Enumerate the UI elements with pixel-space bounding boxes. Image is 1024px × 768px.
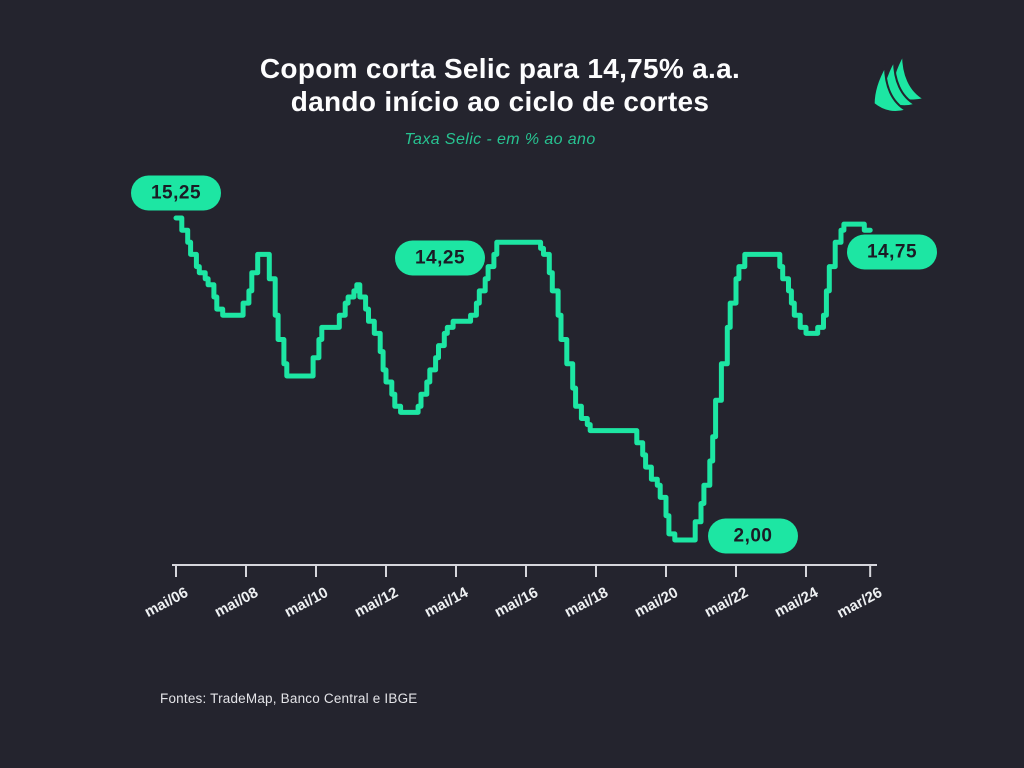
annotation-current-rate: 14,75 bbox=[847, 234, 937, 270]
source-note: Fontes: TradeMap, Banco Central e IBGE bbox=[160, 691, 418, 706]
chart-header: Copom corta Selic para 14,75% a.a. dando … bbox=[0, 52, 1000, 149]
trademap-logo bbox=[872, 53, 926, 113]
selic-rate-line bbox=[173, 215, 873, 543]
annotation-2015-peak-rate: 14,25 bbox=[395, 240, 485, 276]
chart-title-line2: dando início ao ciclo de cortes bbox=[290, 86, 710, 117]
logo-sail-front bbox=[872, 65, 908, 113]
chart-subtitle: Taxa Selic - em % ao ano bbox=[404, 131, 596, 148]
x-axis-ticks bbox=[175, 565, 872, 577]
chart-title-line1: Copom corta Selic para 14,75% a.a. bbox=[259, 53, 741, 84]
annotation-start-rate: 15,25 bbox=[131, 175, 221, 211]
annotation-minimum-rate: 2,00 bbox=[708, 518, 798, 554]
chart-title: Copom corta Selic para 14,75% a.a. dando … bbox=[0, 52, 1000, 118]
